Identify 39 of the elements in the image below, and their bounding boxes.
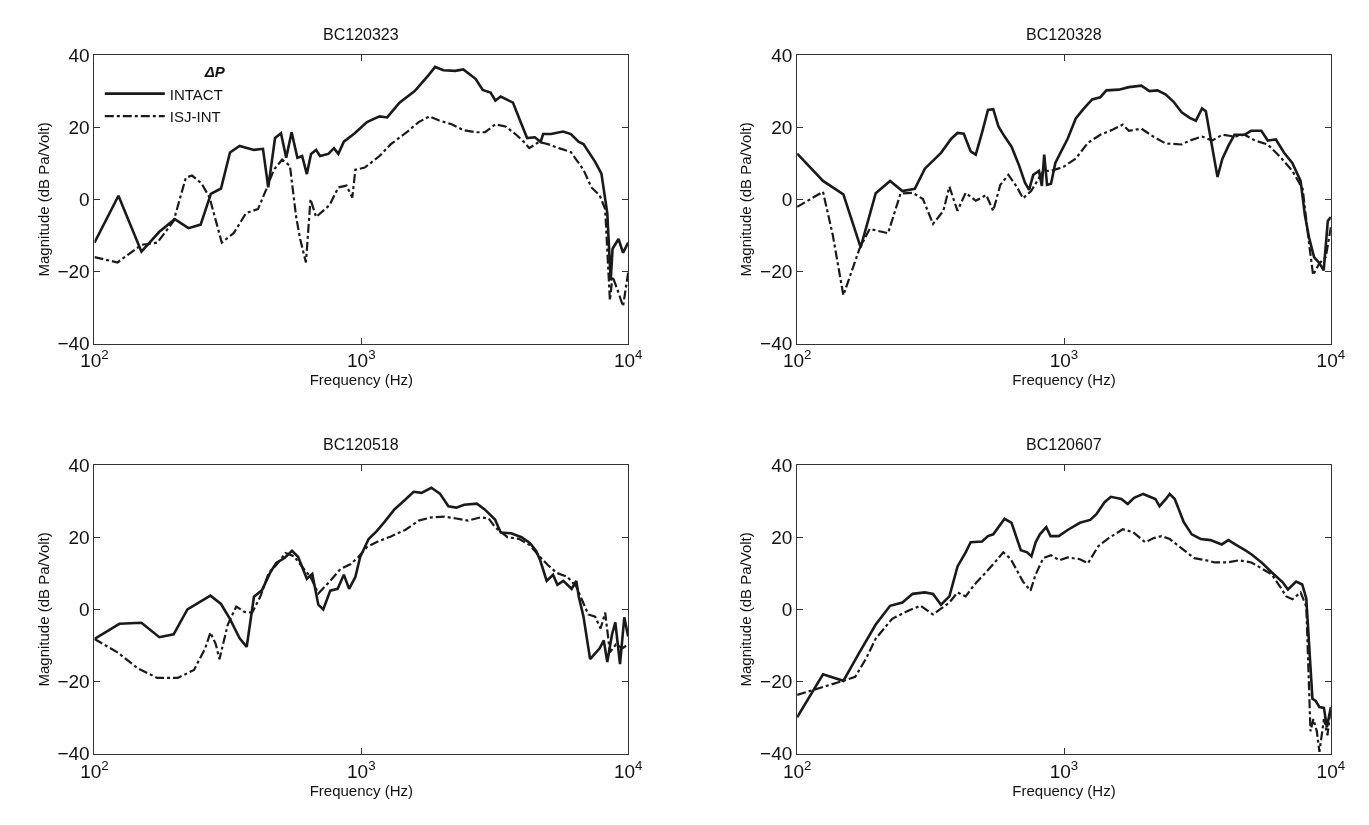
x-axis-title: Frequency (Hz) xyxy=(1012,781,1116,799)
x-axis-title: Frequency (Hz) xyxy=(1012,371,1116,389)
x-tick-label: 10$^{3}$ xyxy=(347,347,376,372)
legend-label: ISJ-INT xyxy=(169,108,221,126)
x-axis-title: Frequency (Hz) xyxy=(309,781,413,799)
y-tick-label: 0 xyxy=(79,599,90,621)
x-tick-label: 10$^{3}$ xyxy=(1049,757,1079,782)
x-tick-label: 10$^{4}$ xyxy=(1316,347,1346,372)
y-tick-label: 20 xyxy=(771,526,793,548)
y-tick-label: −20 xyxy=(760,261,793,283)
y-axis-title: Magnitude (dB Pa/Volt) xyxy=(34,532,52,687)
x-tick-label: 10$^{4}$ xyxy=(613,757,643,782)
y-tick-label: 40 xyxy=(771,44,793,66)
y-tick-label: −20 xyxy=(57,261,90,283)
x-axis-title: Frequency (Hz) xyxy=(309,371,413,389)
legend-title: ΔP xyxy=(203,63,226,81)
y-tick-label: 20 xyxy=(68,526,90,548)
x-tick-label: 10$^{3}$ xyxy=(1049,347,1079,372)
chart-title: BC120323 xyxy=(323,26,399,43)
x-tick-label: 10$^{4}$ xyxy=(1316,757,1346,782)
x-tick-label: 10$^{4}$ xyxy=(613,347,643,372)
y-axis-title: Magnitude (dB Pa/Volt) xyxy=(737,532,755,687)
y-tick-label: −20 xyxy=(760,671,793,693)
y-tick-label: 0 xyxy=(781,188,793,210)
y-tick-label: 40 xyxy=(771,454,793,476)
y-tick-label: 20 xyxy=(68,116,90,138)
y-tick-label: −20 xyxy=(57,671,90,693)
y-axis-title: Magnitude (dB Pa/Volt) xyxy=(737,122,755,277)
legend-label: INTACT xyxy=(169,85,223,103)
chart-title: BC120328 xyxy=(1026,26,1102,43)
chart-title: BC120607 xyxy=(1026,436,1102,453)
y-tick-label: 0 xyxy=(781,599,793,621)
y-tick-label: 20 xyxy=(771,116,793,138)
y-tick-label: 40 xyxy=(68,44,90,66)
y-tick-label: 40 xyxy=(68,454,90,476)
chart-title: BC120518 xyxy=(323,436,399,453)
y-axis-title: Magnitude (dB Pa/Volt) xyxy=(34,122,52,277)
y-tick-label: 0 xyxy=(79,188,90,210)
x-tick-label: 10$^{3}$ xyxy=(347,757,376,782)
